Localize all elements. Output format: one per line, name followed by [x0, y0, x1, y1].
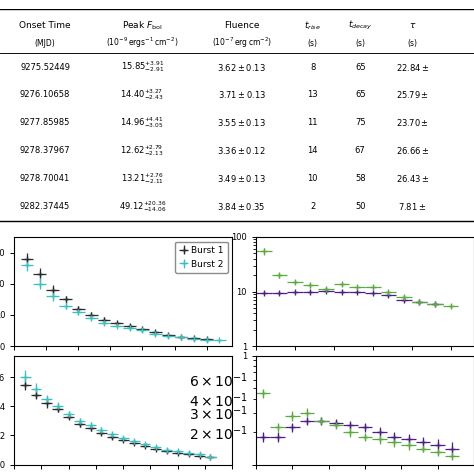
Text: (MJD): (MJD) [35, 39, 55, 48]
Text: $t_{rise}$: $t_{rise}$ [304, 19, 321, 32]
Text: $3.84 \pm 0.35$: $3.84 \pm 0.35$ [218, 201, 266, 212]
Text: 9278.70041: 9278.70041 [20, 174, 70, 183]
Text: (s): (s) [407, 39, 418, 48]
Text: 9277.85985: 9277.85985 [20, 118, 70, 128]
Text: 10: 10 [308, 174, 318, 183]
Text: 9282.37445: 9282.37445 [20, 202, 70, 211]
Text: $\tau$: $\tau$ [409, 21, 416, 30]
Text: $25.79\pm$: $25.79\pm$ [396, 90, 429, 100]
Text: 13: 13 [308, 91, 318, 100]
Text: $t_{decay}$: $t_{decay}$ [348, 19, 373, 32]
Text: 65: 65 [355, 63, 365, 72]
Text: (s): (s) [355, 39, 365, 48]
Text: $3.36 \pm 0.12$: $3.36 \pm 0.12$ [218, 145, 266, 156]
Text: $14.40^{+3.27}_{-2.43}$: $14.40^{+3.27}_{-2.43}$ [120, 88, 164, 102]
Text: $3.71 \pm 0.13$: $3.71 \pm 0.13$ [218, 90, 266, 100]
Text: (s): (s) [308, 39, 318, 48]
Text: 65: 65 [355, 91, 365, 100]
Text: $7.81\pm$: $7.81\pm$ [398, 201, 427, 212]
Text: 67: 67 [355, 146, 365, 155]
Text: $26.66\pm$: $26.66\pm$ [396, 145, 429, 156]
Text: $3.55 \pm 0.13$: $3.55 \pm 0.13$ [217, 118, 266, 128]
Text: $49.12^{+20.36}_{-14.06}$: $49.12^{+20.36}_{-14.06}$ [118, 199, 166, 214]
Text: 75: 75 [355, 118, 365, 128]
Text: 2: 2 [310, 202, 316, 211]
Legend: Burst 1, Burst 2: Burst 1, Burst 2 [175, 242, 228, 273]
Text: 14: 14 [308, 146, 318, 155]
Text: $(10^{-7}\,{\rm erg\,cm}^{-2})$: $(10^{-7}\,{\rm erg\,cm}^{-2})$ [212, 36, 272, 50]
Text: 50: 50 [355, 202, 365, 211]
Text: 8: 8 [310, 63, 316, 72]
Text: $3.62 \pm 0.13$: $3.62 \pm 0.13$ [217, 62, 266, 73]
Text: $26.43\pm$: $26.43\pm$ [396, 173, 429, 184]
Text: $14.96^{+4.41}_{-3.05}$: $14.96^{+4.41}_{-3.05}$ [120, 115, 164, 130]
Text: $3.49 \pm 0.13$: $3.49 \pm 0.13$ [217, 173, 266, 184]
Text: $(10^{-9}\,{\rm ergs}^{-1}\,{\rm cm}^{-2})$: $(10^{-9}\,{\rm ergs}^{-1}\,{\rm cm}^{-2… [106, 36, 178, 50]
Text: $13.21^{+2.76}_{-2.11}$: $13.21^{+2.76}_{-2.11}$ [121, 171, 164, 186]
Text: 9275.52449: 9275.52449 [20, 63, 70, 72]
Text: 9276.10658: 9276.10658 [20, 91, 70, 100]
Text: $23.70\pm$: $23.70\pm$ [396, 118, 429, 128]
Text: 58: 58 [355, 174, 365, 183]
Text: 9278.37967: 9278.37967 [20, 146, 70, 155]
Text: Peak $F_{\rm bol}$: Peak $F_{\rm bol}$ [122, 19, 163, 32]
Text: $22.84\pm$: $22.84\pm$ [396, 62, 429, 73]
Text: 11: 11 [308, 118, 318, 128]
Text: Fluence: Fluence [224, 21, 259, 30]
Text: $12.62^{+2.79}_{-2.13}$: $12.62^{+2.79}_{-2.13}$ [120, 143, 164, 158]
Text: $15.85^{+3.91}_{-2.91}$: $15.85^{+3.91}_{-2.91}$ [120, 60, 164, 74]
Text: Onset Time: Onset Time [19, 21, 71, 30]
